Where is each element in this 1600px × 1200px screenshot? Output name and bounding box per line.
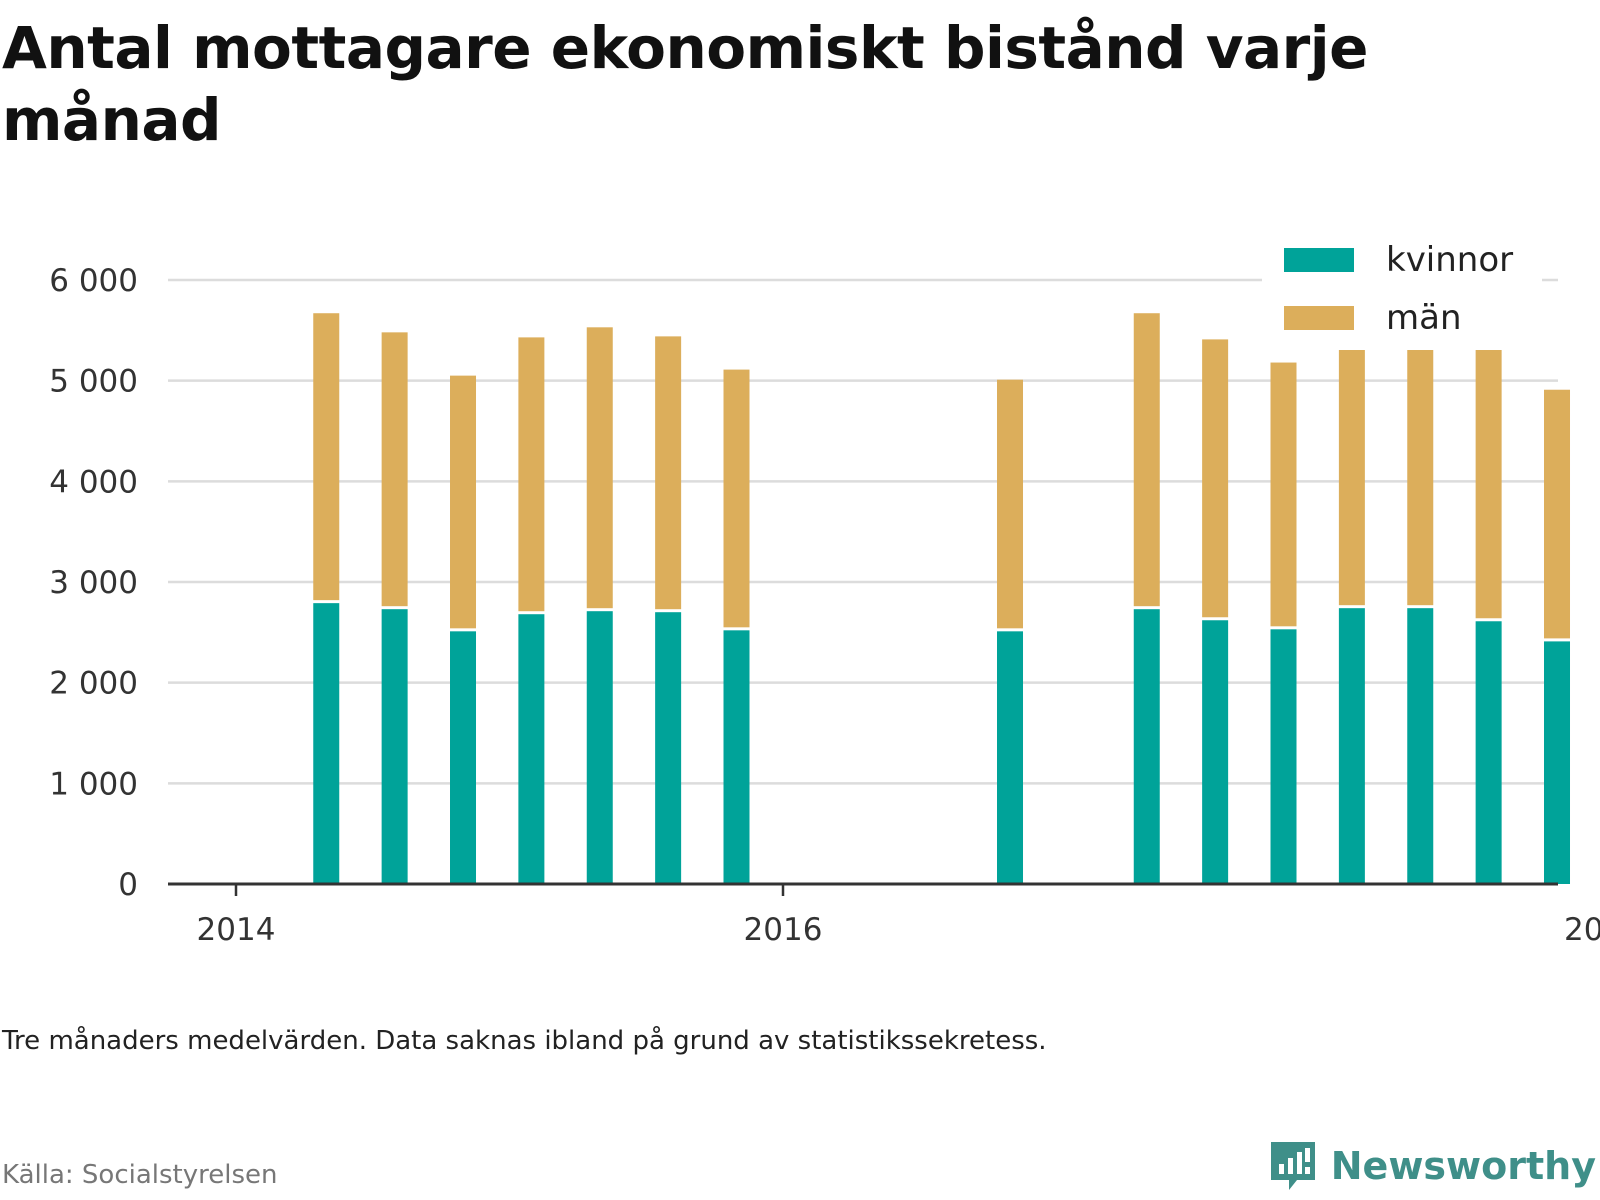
bar-man [450, 375, 477, 629]
y-tick-label: 5 000 [49, 364, 138, 400]
bar-kvinnor [1544, 641, 1571, 884]
bar-kvinnor [313, 603, 340, 884]
x-axis: 20142016201920212023 [168, 882, 1600, 948]
bar-man [997, 379, 1024, 629]
x-tick-label: 2016 [744, 912, 823, 948]
bar-man [655, 336, 682, 610]
y-tick-label: 2 000 [49, 666, 138, 702]
y-tick-label: 0 [118, 867, 138, 903]
bar-kvinnor [381, 609, 408, 884]
bar-kvinnor [518, 614, 545, 884]
source-label: Källa: Socialstyrelsen [2, 1160, 278, 1190]
bar-man [1270, 362, 1297, 627]
legend-swatch [1284, 306, 1354, 330]
legend-label: kvinnor [1386, 240, 1513, 280]
bar-kvinnor [586, 611, 613, 884]
y-tick-label: 6 000 [49, 263, 138, 299]
brand-name: Newsworthy [1330, 1144, 1596, 1188]
chart-title: Antal mottagare ekonomiskt bistånd varje… [2, 14, 1369, 154]
bar-kvinnor [450, 631, 477, 884]
bar-kvinnor [1475, 621, 1502, 884]
brand[interactable]: Newsworthy [1267, 1138, 1596, 1194]
bar-kvinnor [1270, 629, 1297, 884]
bar-kvinnor [655, 612, 682, 884]
bar-man [518, 337, 545, 612]
bar-man [1544, 389, 1571, 639]
y-axis-labels: 0 1 000 2 000 3 000 4 000 5 000 6 000 [49, 263, 138, 903]
y-tick-label: 1 000 [49, 766, 138, 802]
legend-label: män [1386, 298, 1462, 338]
chart-svg: 0 1 000 2 000 3 000 4 000 5 000 6 000 2014 2016… [49, 230, 1600, 948]
legend: kvinnor män [1262, 230, 1542, 350]
footnote: Tre månaders medelvärden. Data saknas ib… [2, 1026, 1047, 1056]
y-tick-label: 3 000 [49, 565, 138, 601]
bar-man [1475, 346, 1502, 619]
legend-swatch [1284, 248, 1354, 272]
bar-kvinnor [1338, 608, 1365, 884]
bar-kvinnor [1407, 608, 1434, 884]
bar-man [381, 332, 408, 607]
x-tick-label: 2019 [1564, 912, 1600, 948]
x-tick-label: 2014 [197, 912, 276, 948]
bar-man [1133, 313, 1160, 607]
bar-man [1202, 339, 1229, 618]
bar-kvinnor [1133, 609, 1160, 884]
y-tick-label: 4 000 [49, 464, 138, 500]
bar-man [1407, 315, 1434, 606]
newsworthy-logo-icon [1270, 1142, 1315, 1190]
bar-kvinnor [997, 631, 1024, 884]
bars [313, 313, 1571, 884]
bar-man [586, 327, 613, 609]
bar-kvinnor [723, 630, 750, 884]
bar-man [1338, 317, 1365, 606]
bar-man [723, 369, 750, 628]
bar-kvinnor [1202, 620, 1229, 884]
bar-man [313, 313, 340, 601]
